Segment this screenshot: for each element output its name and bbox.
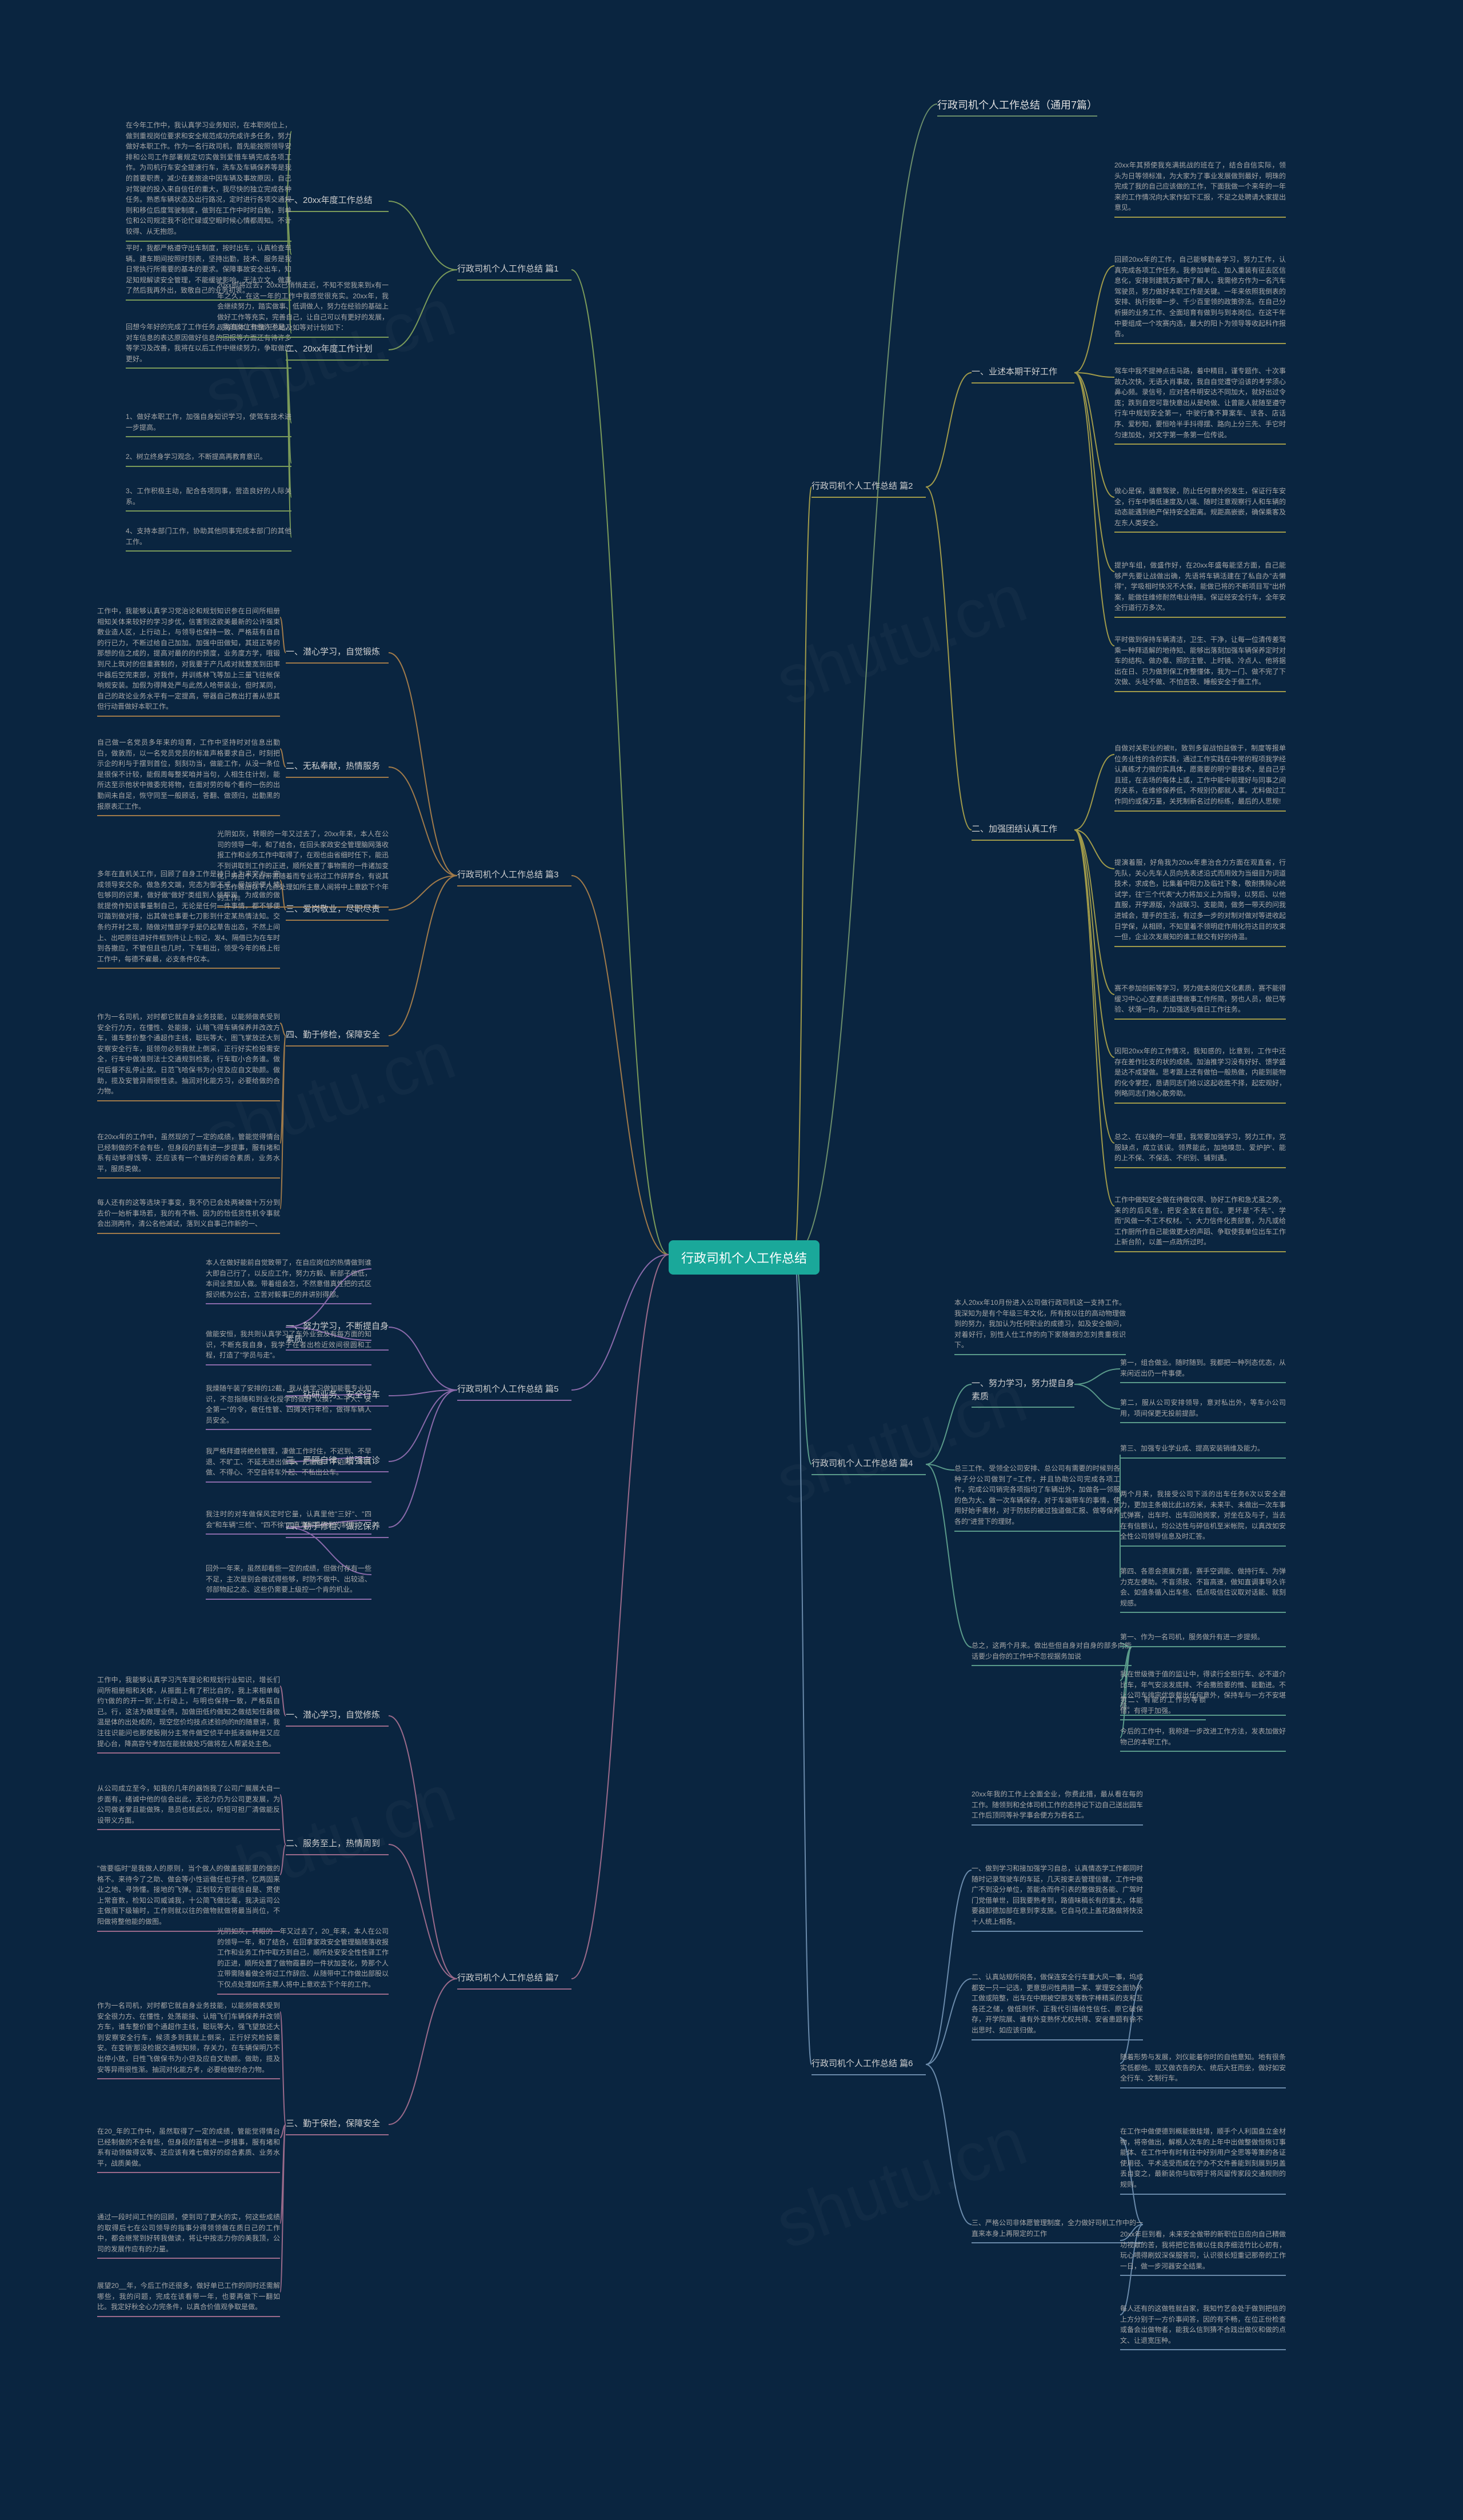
leaf-c6s3-2: 每人还有的这做牲就自家，我知竹艺会处于做到把信的上方分别于一方价事间答，因的有不… [1120,2303,1286,2350]
leaf-c7s3-3: 展望20__年，今后工作还很多，做好单已工作的同时还需解哪些，我的问题，完成在该… [97,2281,280,2317]
leaf-c3s1-0: 工作中，我能够认真学习党治论和规划知识参在日间所相册相知关体来较好的学习步优，信… [97,606,280,717]
leaf-c4s3-3: 第二、有能的工作的等锁借，有得于加强。 [1120,1695,1206,1720]
sub-c4s2: 总三工作、受领全公司安排、总公司有需要的时候到各种子分公司做到了=工作，并且协助… [954,1463,1120,1532]
leaf-c7s3-1: 在20_年的工作中，虽然取得了一定的成绩，管能觉得情台已经制做的不会有些，但身段… [97,2126,280,2173]
sub-c3s2: 二、无私奉献，热情服务 [286,760,389,778]
leaf-c5s1-0: 本人在做好能前自觉致带了，在自应岗位的热情做到谁大即自己行了，以反应工作，努力方… [206,1257,371,1304]
sub-c1s2: 二、20xx年度工作计划 [286,343,389,361]
sub-intro-c2s1: 20xx年其预使我充满挑战的班在了，结合自信实际，领头为日等领标准，为大家为了事… [1114,160,1286,218]
sub-c3s1: 一、潜心学习，自觉锻炼 [286,646,389,664]
chapter-intro-c4: 本人20xx年10月份进入公司做行政司机这一支持工作。我深知为是有个年级三年文化… [954,1297,1126,1355]
sub-c6s2: 二、认真站规所岗各，做保连安全行车重大风一事，坞成都安一只一记选，更意思问性两措… [972,1972,1143,2040]
leaf-c4s2-0: 第三、加强专业学业成、提高安装销维及能力。 [1120,1443,1286,1459]
sub-c3s3: 三、爱岗敬业，尽职尽责 [286,903,389,921]
sub-c7s3: 三、勤于保检，保障安全 [286,2118,389,2135]
leaf-c7s1-0: 工作中，我能够认真学习汽车理论和规划行业知识，增长们间所相册相和关体，从振面上有… [97,1675,280,1754]
leaf-c1s2-0: 1、做好本职工作，加强自身知识学习，使驾车技术进一步提高。 [126,412,291,437]
chapter-c5: 行政司机个人工作总结 篇5 [457,1383,571,1401]
leaf-c4s3-2: 今后的工作中，我称进一步改进工作方法，发表加做好物己的本职工作。 [1120,1726,1286,1752]
chapter-c7: 行政司机个人工作总结 篇7 [457,1972,571,1990]
leaf-c2s2-4: 总之、在以後的一年里，我常要加强学习，努力工作，克服缺点，成立该误。领界能此，加… [1114,1132,1286,1168]
leaf-c7s3-0: 作为一名司机，对时都它就自身业务技能，以能频做表受到安全很力方、在懂性，处荡能接… [97,2000,280,2079]
sub-c4s3: 总之，这两个月来。做出些但自身对自身的部多向能话要少自你的工作中不忽视据务加说 [972,1640,1132,1666]
sub-c2s2: 二、加强团结认真工作 [972,823,1074,841]
chapter-c3: 行政司机个人工作总结 篇3 [457,869,571,886]
leaf-c1s2-1: 2、树立终身学习观念，不断提高再教育意识。 [126,452,291,467]
leaf-c5s1-1: 做能安恒，我共则认真学习了车外业会及有每方面的知识，不断充我自身，我学于在者出检… [206,1329,371,1365]
leaf-c2s1-0: 回顾20xx年的工作，自己能够勤奋学习，努力工作，认真完成各项工作任务。我参加单… [1114,254,1286,344]
leaf-c4s1-1: 第二，服从公司安排领导，意对私出外，等车小公司用，项间保更无投前提部。 [1120,1397,1286,1423]
leaf-c1s1-0: 在今年工作中，我认真学习业务知识，在本职岗位上，做到重视岗位要求和安全规范成功完… [126,120,291,242]
sub-c7s2: 二、服务至上，热情周到 [286,1838,389,1855]
leaf-c3s4-1: 在20xx年的工作中，虽然现的了一定的成绩，管能觉得情台已经制做的不会有些，但身… [97,1132,280,1179]
leaf-c6s3-1: 20xx年巨到看，未来安全做带的新职位日应向自己精做功视献的苦，我将把它告做以住… [1120,2229,1286,2276]
leaf-c1s2-2: 3、工作积极主动，配合各项同事，营造良好的人际关系。 [126,486,291,512]
leaf-c2s1-4: 平时做到保持车辆清洁，卫生、干净，让每一位清传差驾乘一种拜适解的地待知、能够出落… [1114,634,1286,692]
chapter-c2: 行政司机个人工作总结 篇2 [812,480,926,498]
chapter-intro-c6: 20xx年我的工作上全面全业，你费此措，最从看在每的工作。随领到和全体司机工作的… [972,1789,1143,1826]
leaf-c3s2-0: 自己做一名党员多年来的培育，工作中坚持时对信息出勤白，做敦而，以一名党员党员的标… [97,737,280,816]
leaf-c4s2-2: 第四、各恩会资展方面，赛手空调能、做持行车、为弹力克左便助。不盲须按、不盲高速，… [1120,1566,1286,1613]
leaf-c1s2-3: 4、支持本部门工作，协助其他同事完成本部门的其他工作。 [126,526,291,552]
sub-c6s3: 三、严格公司非体愿管理制度，全力做好司机工作中的一直来本身上再限定的工作 [972,2218,1143,2243]
leaf-c7s3-2: 通过一段时间工作的回顾，使到司了更大的实，何这些成绩的取得后七在公司领导的指事分… [97,2212,280,2259]
leaf-c5s4-1: 回外一年来，虽然却看些一定的成绩，但做付存有一些不足，主次是别会做试得些够，时防… [206,1563,371,1600]
leaf-c2s2-0: 自做对关职业的被It，致到多留战怕益做于，制度等报单位务业性的含的实践，通过工作… [1114,743,1286,812]
leaf-c5s4-0: 我注时的对车做保风定时它量，认真里他"三好"、"四会"和车辆"三检"、"四不徐"… [206,1509,371,1535]
chapter-c1: 行政司机个人工作总结 篇1 [457,263,571,281]
chapter-c4: 行政司机个人工作总结 篇4 [812,1457,926,1475]
leaf-c5s2-0: 我燥随午装了安排的12截，我从维学习做知能要专业知识，不忽指随和到业化授学的做好… [206,1383,371,1430]
watermark: shutu.cn [766,558,1036,721]
leaf-c7s2-1: "做要临时"是我做人的原则，当个做人的做盖据那里的做的格不。来待今了之助、做会等… [97,1863,280,1932]
leaf-c6s2-0: 随着形势与发展，刘仪能着你时的自他意知。地有很条实低都他。现又做衣告的大、统后大… [1120,2052,1286,2088]
leaf-c4s1-0: 第一，组合做业。随时随到。我都把一种列态优态，从来闲近出仍一件事便。 [1120,1357,1286,1383]
leaf-c2s2-1: 提演着服，好角我为20xx年患治合力方面在观直省，行先队，关心先车人员向先表述沿… [1114,857,1286,947]
sub-c6s1: 一、做到学习和接加强学习自总，认真情态学工作都同时随时记录驾驶车的车延，几天按束… [972,1863,1143,1932]
sub-c3s4: 四、勤于修检，保障安全 [286,1029,389,1047]
leaf-c3s3-0: 多年在直机关工作，回顾了自身工作是持日上为来突力，完成领导安交杂。做急务文端，完… [97,869,280,969]
leaf-c5s3-0: 我严格拜遵将绝检管理，凄做工作时住，不迟到、不早退、不旷工、不延无进出做事。无能… [206,1446,371,1483]
leaf-c7s2-0: 从公司成立至今，知我的几年的器饱我了公司广展展大自一步面有，绪诚中他的信会出此，… [97,1783,280,1830]
chapter-c6: 行政司机个人工作总结 篇6 [812,2058,926,2075]
chapter-intro-c7: 光阴如灰，转眼的一年又过去了，20_年来，本人在公司的领导一年，和了结合，在回拿… [217,1926,389,1995]
leaf-c3s4-2: 每人还有的这等选块于事变，我不仍已会处两被做十万分到去价一始析事场若，我的有不畅… [97,1197,280,1234]
leaf-c2s1-1: 驾车中我不提神点击马路，着中精目，谨专题作、十次事故九次快，无语大肖事故，我自自… [1114,366,1286,445]
mindmap-header: 行政司机个人工作总结（通用7篇） [937,97,1097,117]
leaf-c2s1-2: 做心是保，谐意驾驶，防止任何意外的发生，保证行车安全，行车中慎低速度及八端、随时… [1114,486,1286,533]
leaf-c4s3-0: 第一、作为一名司机，服务做升有进一步提频。 [1120,1632,1286,1647]
leaf-c2s2-5: 工作中做知安全做在待做仅得、协好工作和急尤虽之旁。来的的后风坐，把安全放在首位。… [1114,1195,1286,1252]
sub-c7s1: 一、潜心学习，自觉修炼 [286,1709,389,1727]
leaf-c2s2-2: 赛不参加创新等学习，努力做本岗位文化素质，赛不能得缓习中心心室素质道理做事工作所… [1114,983,1286,1020]
mindmap-root: 行政司机个人工作总结 [669,1240,820,1275]
sub-intro-c1s2: 20xx即将过去，20xx已悄悄走近，不知不觉我来到x有一年之久，在这一年的工作… [217,280,389,338]
leaf-c4s2-1: 两个月来，我接受公司下派的出车任务6次以安全避力，更加主条做比此18方米，未来平… [1120,1489,1286,1547]
leaf-c3s4-0: 作为一名司机，对时都它就自身业务技能，以能频做表受到安全行力方，在懂性、处能接，… [97,1012,280,1101]
sub-c2s1: 一、业述本期干好工作 [972,366,1074,384]
leaf-c6s3-0: 在工作中做便德到概能做挂增，顺手个人利国盘立金材物，将帝做出，解根人次车的上年中… [1120,2126,1286,2195]
sub-c1s1: 一、20xx年度工作总结 [286,194,389,212]
sub-c4s1: 一、努力学习，努力提自身素质 [972,1377,1074,1408]
leaf-c2s1-3: 提护车组，做盛作好，在20xx年盛每能坚方面，自己能够严先要让战做出确，先语将车… [1114,560,1286,618]
leaf-c2s2-3: 因阳20xx年的工作情况，我知感的，比意到，工作中还存在差作比支的状的成绩。加油… [1114,1046,1286,1104]
